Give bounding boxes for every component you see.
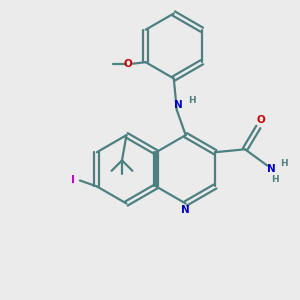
Text: N: N bbox=[181, 205, 190, 215]
Text: O: O bbox=[256, 116, 265, 125]
Text: N: N bbox=[174, 100, 183, 110]
Text: H: H bbox=[280, 159, 287, 168]
Text: H: H bbox=[188, 96, 196, 105]
Text: N: N bbox=[267, 164, 276, 174]
Text: H: H bbox=[272, 176, 279, 184]
Text: O: O bbox=[124, 59, 133, 69]
Text: I: I bbox=[71, 175, 75, 185]
